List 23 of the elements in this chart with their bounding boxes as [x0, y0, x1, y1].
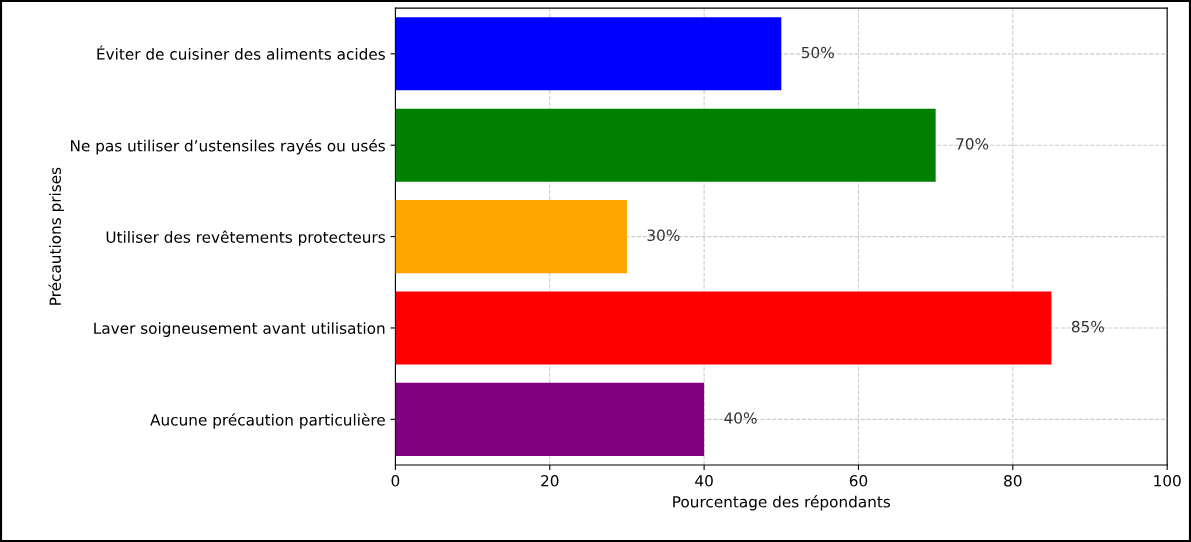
y-axis-title: Précautions prises — [48, 167, 64, 305]
data-label: 40% — [724, 412, 757, 424]
data-label: 50% — [801, 46, 834, 59]
x-tick-label: 100 — [1154, 475, 1181, 487]
x-axis-title: Pourcentage des répondants — [673, 495, 891, 511]
y-tick-label: Laver soigneusement avant utilisation — [94, 322, 385, 337]
x-tick-label: 20 — [541, 475, 559, 487]
x-tick-label: 80 — [1004, 475, 1022, 487]
data-label: 85% — [1071, 320, 1104, 333]
y-tick-label: Aucune précaution particulière — [150, 413, 385, 429]
bar — [395, 291, 1052, 365]
data-label: 30% — [647, 229, 680, 242]
x-tick-label: 0 — [391, 475, 400, 487]
data-label: 70% — [956, 138, 989, 150]
y-tick-label: Ne pas utiliser d’ustensiles rayés ou usés — [71, 139, 385, 155]
y-tick-label: Éviter de cuisiner des aliments acides — [97, 45, 385, 60]
bar — [395, 17, 782, 91]
y-tick-label: Utiliser des revêtements protecteurs — [106, 230, 385, 246]
bar — [395, 382, 705, 456]
bar — [395, 108, 936, 182]
bar — [395, 200, 627, 274]
x-tick-label: 60 — [849, 475, 868, 487]
x-tick-label: 40 — [695, 475, 713, 487]
